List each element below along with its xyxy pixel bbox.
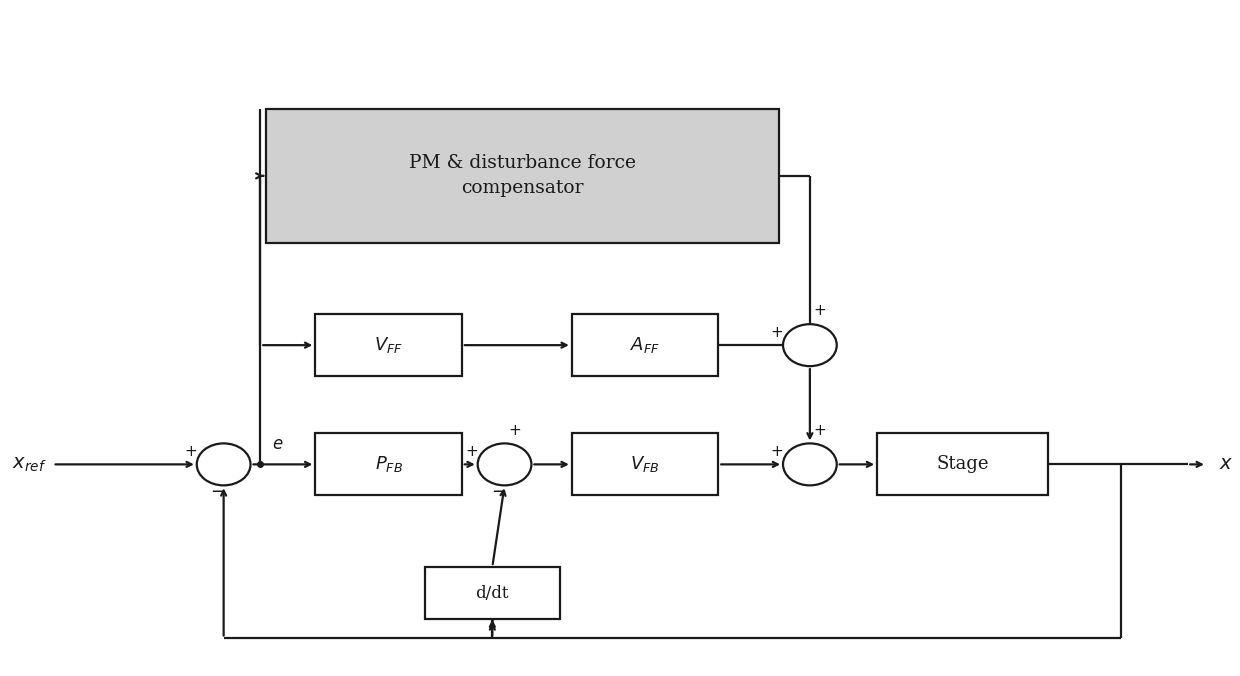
Circle shape: [782, 443, 837, 485]
FancyBboxPatch shape: [425, 567, 559, 619]
FancyBboxPatch shape: [877, 433, 1048, 496]
FancyBboxPatch shape: [315, 314, 461, 376]
Text: +: +: [465, 445, 477, 460]
Text: PM & disturbance force
compensator: PM & disturbance force compensator: [409, 154, 636, 197]
Text: $x$: $x$: [1219, 456, 1234, 473]
Text: +: +: [770, 325, 784, 340]
Circle shape: [197, 443, 250, 485]
Circle shape: [782, 324, 837, 366]
Text: d/dt: d/dt: [476, 585, 510, 602]
Text: +: +: [813, 304, 826, 318]
FancyBboxPatch shape: [572, 433, 718, 496]
Text: $V_{FB}$: $V_{FB}$: [630, 454, 660, 475]
Text: −: −: [210, 483, 226, 501]
Circle shape: [477, 443, 532, 485]
Text: +: +: [770, 445, 784, 460]
Text: $P_{FB}$: $P_{FB}$: [374, 454, 403, 475]
Text: +: +: [813, 422, 826, 437]
Text: Stage: Stage: [936, 456, 988, 473]
Text: +: +: [185, 445, 197, 460]
FancyBboxPatch shape: [315, 433, 461, 496]
Text: $V_{FF}$: $V_{FF}$: [374, 335, 403, 355]
Text: −: −: [491, 483, 506, 501]
Text: $x_{ref}$: $x_{ref}$: [12, 455, 47, 473]
Text: $A_{FF}$: $A_{FF}$: [630, 335, 660, 355]
FancyBboxPatch shape: [572, 314, 718, 376]
Text: +: +: [508, 422, 521, 437]
FancyBboxPatch shape: [267, 109, 780, 243]
Text: $e$: $e$: [272, 436, 283, 453]
